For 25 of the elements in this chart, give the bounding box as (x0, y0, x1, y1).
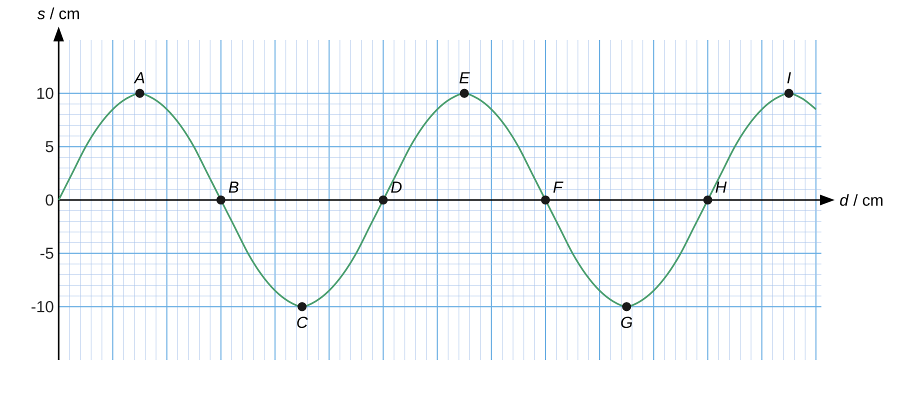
y-axis-title: s / cm (37, 8, 79, 20)
data-label: G (621, 316, 632, 328)
y-tick-label: 0 (46, 194, 54, 206)
data-label: D (391, 182, 402, 193)
point (460, 88, 469, 98)
point (135, 88, 144, 98)
point (216, 195, 226, 205)
data-label: B (228, 182, 238, 193)
y-tick-label: -10 (32, 301, 54, 312)
point (703, 195, 712, 205)
point (378, 195, 388, 205)
x-axis-title: d / cm (840, 194, 882, 206)
point (784, 88, 794, 98)
data-label: H (716, 182, 727, 193)
data-label: I (787, 72, 791, 84)
y-tick-label: 10 (37, 88, 54, 99)
y-tick-label: 5 (46, 141, 54, 152)
data-label: A (134, 72, 144, 84)
point (622, 302, 632, 312)
y-tick-label: -5 (40, 248, 54, 259)
point (540, 195, 550, 205)
data-label: F (553, 182, 564, 193)
point (298, 302, 307, 312)
data-label: C (297, 316, 308, 328)
data-label: E (460, 72, 470, 84)
